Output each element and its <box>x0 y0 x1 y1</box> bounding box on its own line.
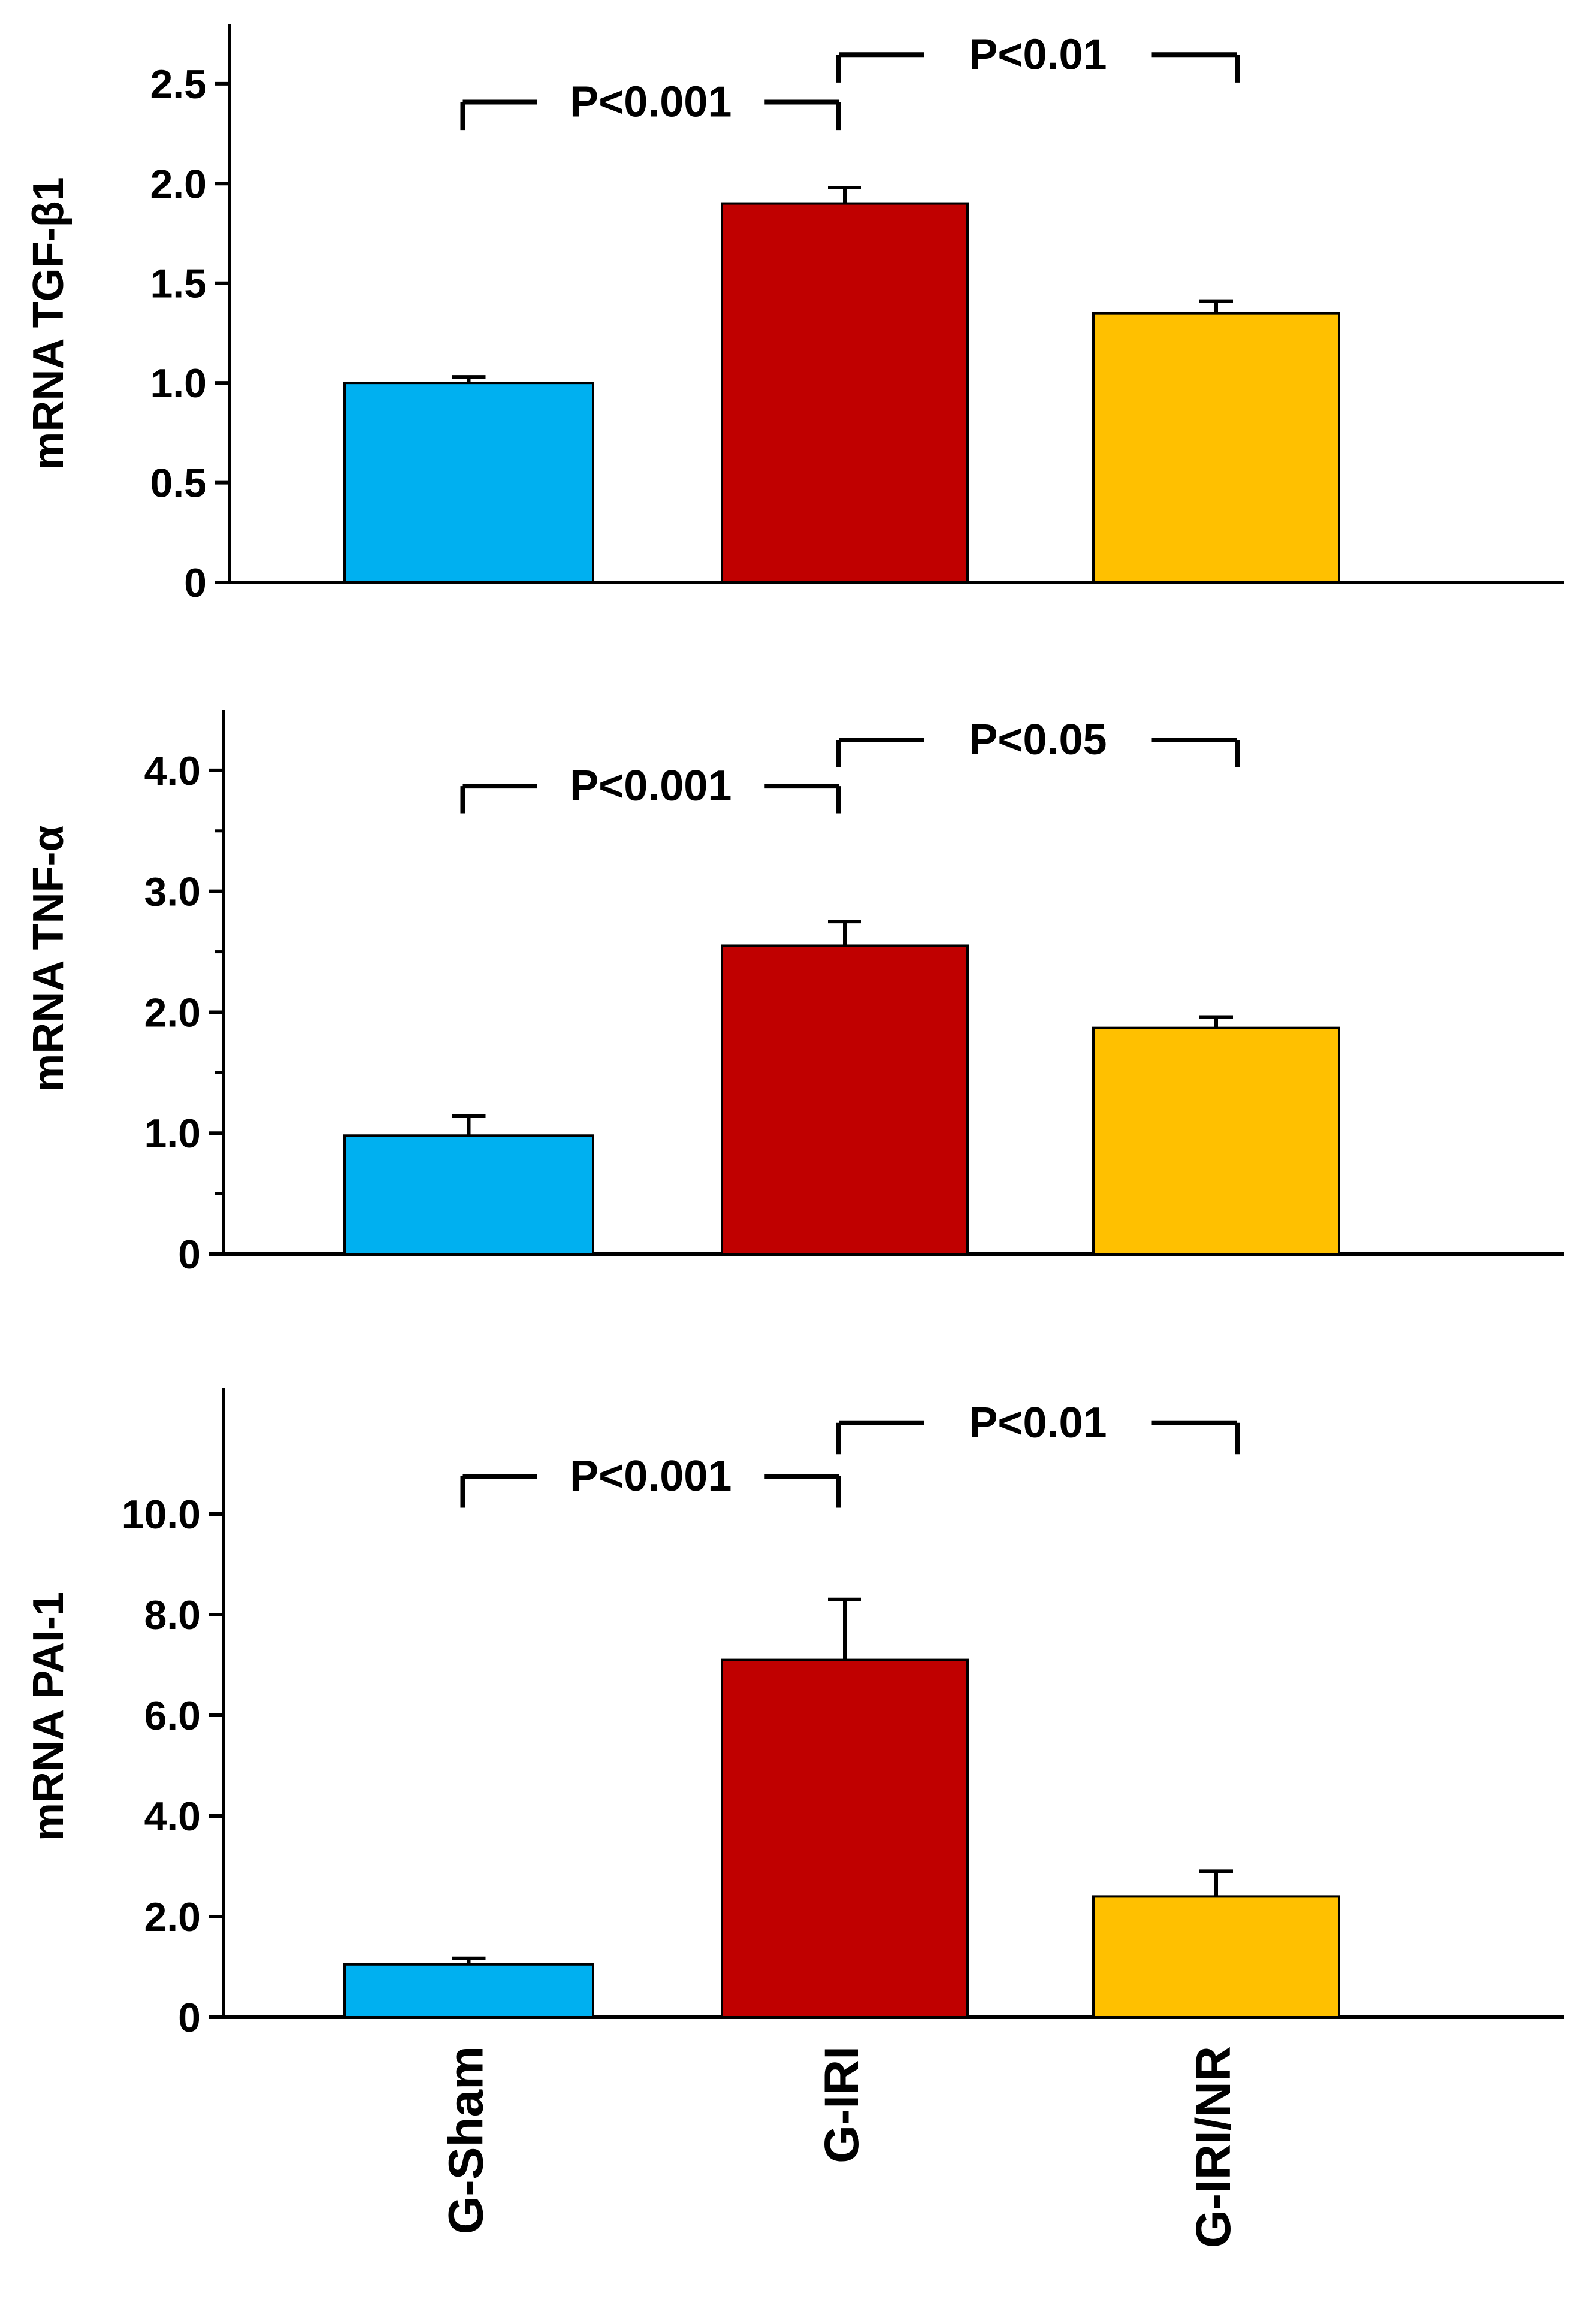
bar-g-sham <box>343 1134 594 1256</box>
y-tick-label: 8.0 <box>144 1592 201 1638</box>
bar-g-iri-nr <box>1092 312 1340 584</box>
bar-g-sham <box>343 1963 594 2019</box>
y-axis-title: mRNA TGF-β1 <box>25 177 72 470</box>
y-tick-label: 0 <box>178 1232 201 1277</box>
p-value-label: P<0.01 <box>969 31 1107 78</box>
y-tick-label: 0 <box>184 560 207 606</box>
bar-g-iri <box>721 1658 969 2019</box>
p-value-label: P<0.001 <box>570 1452 731 1500</box>
y-tick-label: 10.0 <box>122 1492 201 1537</box>
bar-g-iri <box>721 202 969 584</box>
x-label-g-sham: G-Sham <box>439 2046 494 2234</box>
y-tick-label: 2.5 <box>150 62 207 107</box>
y-tick-label: 2.0 <box>150 161 207 207</box>
p-value-label: P<0.01 <box>969 1399 1107 1447</box>
y-tick-label: 0 <box>178 1995 201 2041</box>
bar-g-iri <box>721 944 969 1255</box>
y-tick-label: 3.0 <box>144 869 201 915</box>
x-category-labels: G-Sham G-IRI G-IRI/NR <box>439 2046 1241 2248</box>
y-axis-title: mRNA TNF-α <box>25 825 72 1092</box>
y-tick-label: 1.0 <box>150 361 207 406</box>
pai-1-chart: 0 2.0 4.0 6.0 8.0 10.0 mRNA PAI-1 P<0.001 P<0.01 <box>25 1388 1564 2041</box>
x-label-g-iri-nr: G-IRI/NR <box>1186 2046 1241 2248</box>
tnf-alpha-chart: 0 1.0 2.0 3.0 4.0 mRNA TNF-α P<0.001 P<0.05 <box>25 710 1564 1277</box>
y-tick-label: 1.5 <box>150 261 207 307</box>
y-tick-label: 2.0 <box>144 990 201 1035</box>
y-tick-label: 4.0 <box>144 748 201 794</box>
bar-g-iri-nr <box>1092 1895 1340 2018</box>
y-tick-label: 0.5 <box>150 461 207 506</box>
p-value-label: P<0.001 <box>570 762 731 810</box>
x-label-g-iri: G-IRI <box>815 2046 869 2163</box>
y-tick-label: 2.0 <box>144 1894 201 1940</box>
y-tick-label: 4.0 <box>144 1794 201 1839</box>
bar-g-iri-nr <box>1092 1026 1340 1255</box>
y-tick-label: 6.0 <box>144 1693 201 1739</box>
bar-g-sham <box>343 382 594 584</box>
y-axis-title: mRNA PAI-1 <box>25 1592 72 1841</box>
y-tick-label: 1.0 <box>144 1111 201 1156</box>
p-value-label: P<0.001 <box>570 78 731 126</box>
p-value-label: P<0.05 <box>969 716 1107 764</box>
tgf-beta1-chart: 0 0.5 1.0 1.5 2.0 2.5 mRNA TGF-β1 P<0.001 P<0.01 <box>25 24 1564 606</box>
